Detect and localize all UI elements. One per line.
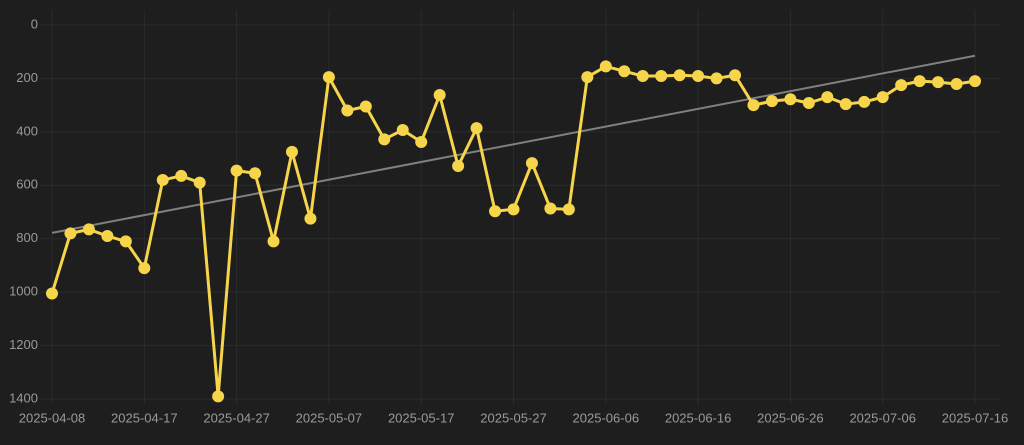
- y-tick-label: 800: [16, 230, 38, 245]
- x-tick-label: 2025-07-16: [942, 410, 1009, 425]
- y-tick-label: 200: [16, 70, 38, 85]
- data-point: [544, 202, 557, 215]
- y-tick-label: 0: [31, 16, 38, 31]
- data-point: [359, 100, 372, 113]
- data-point: [212, 390, 225, 403]
- data-point: [46, 287, 58, 300]
- x-tick-label: 2025-05-27: [480, 410, 547, 425]
- data-point: [673, 69, 686, 82]
- data-point: [82, 223, 95, 236]
- x-tick-label: 2025-06-06: [573, 410, 640, 425]
- data-point: [304, 212, 317, 225]
- data-point: [322, 71, 335, 84]
- data-point: [562, 203, 575, 216]
- data-point: [784, 93, 797, 106]
- data-point: [858, 95, 871, 108]
- x-tick-label: 2025-06-16: [665, 410, 732, 425]
- trend-line: [51, 54, 976, 234]
- data-point: [802, 97, 815, 110]
- data-point: [470, 122, 483, 135]
- data-point: [489, 205, 502, 218]
- data-point: [101, 230, 114, 243]
- data-point: [655, 70, 668, 83]
- data-point: [193, 176, 206, 189]
- data-point: [618, 65, 631, 78]
- data-point: [765, 95, 778, 108]
- data-point: [378, 133, 391, 146]
- data-point: [969, 75, 981, 88]
- data-point: [599, 60, 612, 73]
- data-point: [581, 71, 594, 84]
- data-point: [285, 145, 298, 158]
- x-tick-label: 2025-07-06: [849, 410, 916, 425]
- data-point: [710, 72, 723, 85]
- data-point: [876, 91, 889, 104]
- data-point: [267, 235, 280, 248]
- x-tick-label: 2025-05-07: [296, 410, 363, 425]
- data-point: [452, 160, 465, 173]
- x-tick-label: 2025-04-27: [203, 410, 270, 425]
- data-point: [249, 167, 262, 180]
- x-tick-label: 2025-04-08: [19, 410, 86, 425]
- data-point: [932, 76, 945, 89]
- data-point: [525, 157, 538, 170]
- data-point: [507, 203, 520, 216]
- x-tick-label: 2025-06-26: [757, 410, 824, 425]
- x-tick-label: 2025-05-17: [388, 410, 455, 425]
- data-point: [230, 164, 243, 177]
- data-point: [415, 136, 428, 149]
- data-point: [433, 88, 446, 101]
- y-tick-label: 1400: [9, 390, 38, 405]
- data-point: [341, 104, 354, 117]
- data-point: [821, 91, 834, 104]
- y-tick-label: 400: [16, 123, 38, 138]
- data-point: [64, 227, 77, 240]
- data-point: [747, 99, 760, 112]
- data-point: [950, 78, 963, 91]
- data-point: [636, 70, 649, 83]
- data-point: [692, 70, 705, 83]
- y-tick-label: 600: [16, 177, 38, 192]
- data-point: [839, 98, 852, 111]
- y-tick-label: 1000: [9, 284, 38, 299]
- y-tick-label: 1200: [9, 337, 38, 352]
- data-point: [895, 79, 908, 92]
- data-point: [396, 123, 409, 136]
- data-point: [119, 235, 132, 248]
- data-point: [913, 75, 926, 88]
- x-tick-label: 2025-04-17: [111, 410, 178, 425]
- data-point: [156, 173, 169, 186]
- data-point: [175, 169, 188, 182]
- data-point: [729, 69, 742, 82]
- data-point: [138, 262, 151, 275]
